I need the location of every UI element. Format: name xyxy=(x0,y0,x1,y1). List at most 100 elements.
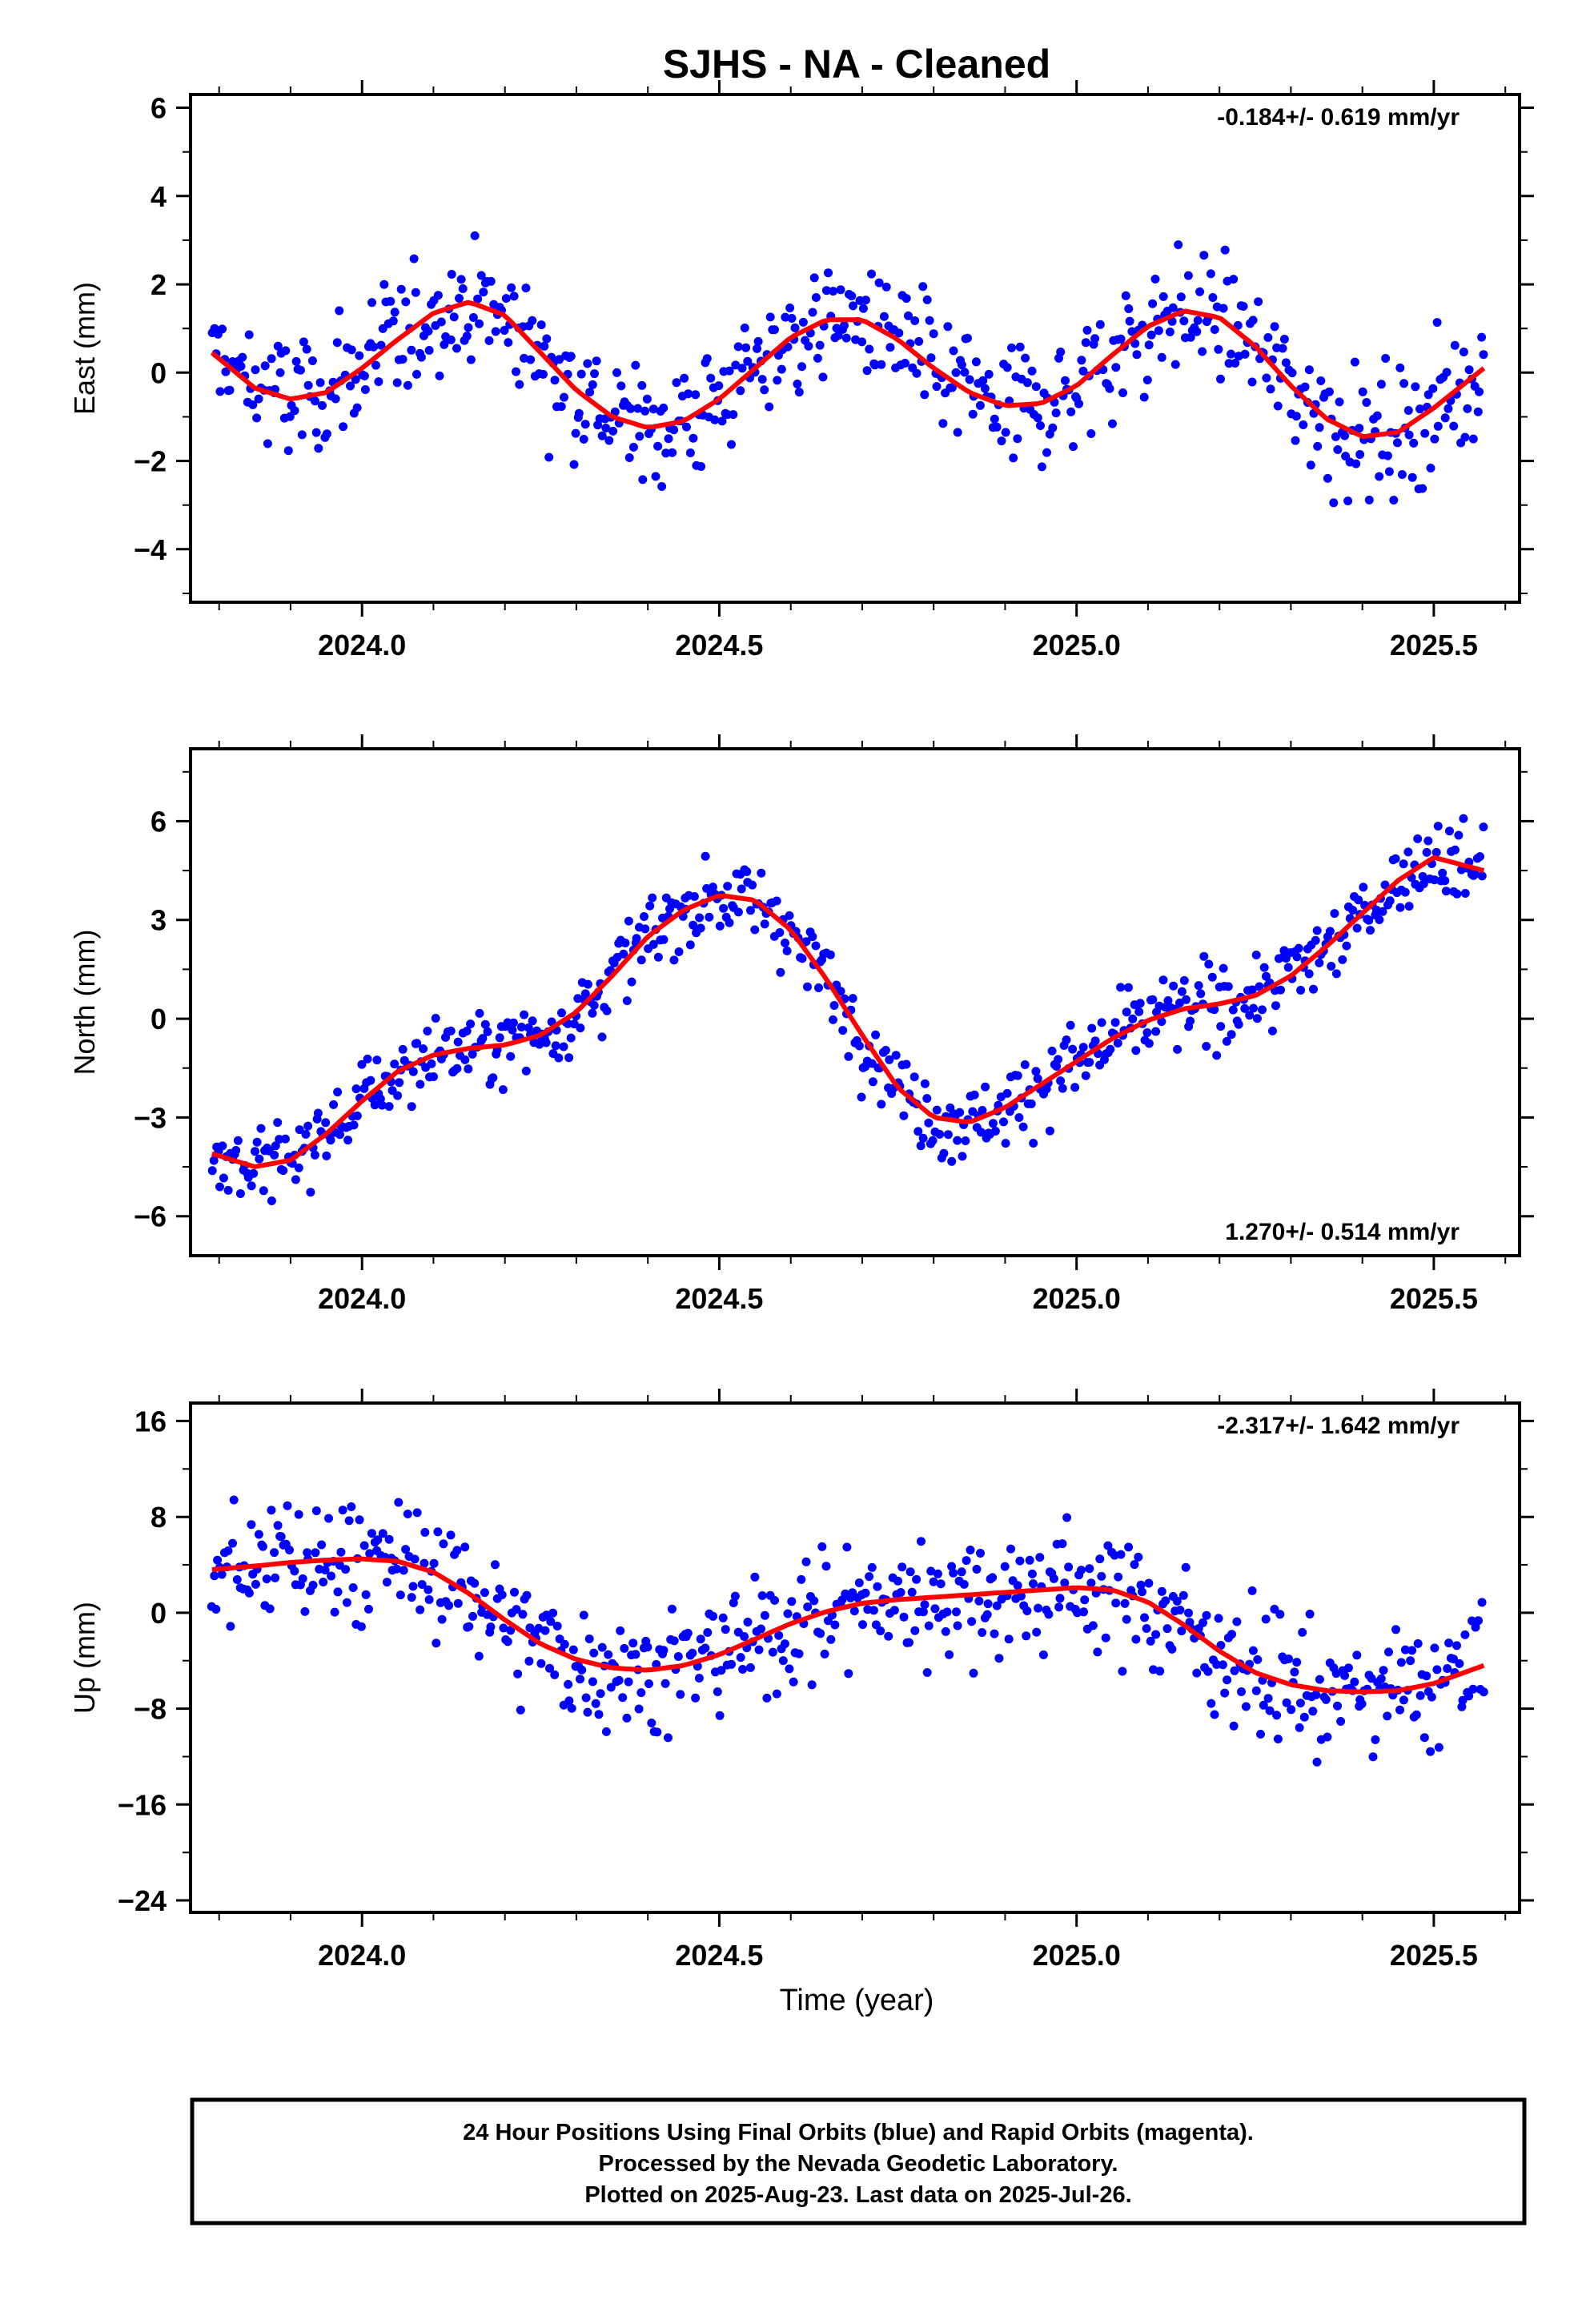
east-data-point xyxy=(347,345,356,355)
east-data-point xyxy=(569,460,579,469)
up-data-point xyxy=(1452,1641,1461,1651)
up-data-point xyxy=(768,1647,777,1657)
east-data-point xyxy=(1144,340,1154,350)
north-data-point xyxy=(363,1054,372,1063)
up-data-point xyxy=(294,1510,303,1519)
up-data-point xyxy=(581,1693,591,1703)
up-data-point xyxy=(1157,1586,1166,1596)
east-points xyxy=(207,231,1488,508)
up-data-point xyxy=(1058,1539,1067,1549)
up-data-point xyxy=(276,1532,286,1542)
footer-line-1: 24 Hour Positions Using Final Orbits (bl… xyxy=(463,2120,1254,2145)
up-data-point xyxy=(941,1626,950,1636)
north-data-point xyxy=(566,1033,576,1043)
up-x-tick-label: 2024.5 xyxy=(675,1939,763,1972)
east-data-point xyxy=(1066,407,1076,416)
up-data-point xyxy=(491,1560,500,1570)
east-data-point xyxy=(1266,384,1275,394)
up-data-point xyxy=(1022,1631,1031,1641)
up-data-point xyxy=(1203,1667,1213,1676)
north-data-point xyxy=(868,1077,877,1087)
up-data-point xyxy=(338,1506,347,1515)
up-data-point xyxy=(348,1583,358,1592)
east-data-point xyxy=(1142,376,1152,384)
up-data-point xyxy=(1077,1566,1086,1575)
east-data-point xyxy=(468,313,478,322)
up-data-point xyxy=(336,1547,346,1557)
east-y-tick-label: 0 xyxy=(151,356,167,389)
up-data-point xyxy=(1399,1695,1408,1705)
east-data-point xyxy=(1270,322,1279,332)
up-data-point xyxy=(1214,1614,1223,1623)
north-data-point xyxy=(857,1092,866,1102)
up-data-point xyxy=(1140,1613,1149,1622)
east-data-point xyxy=(367,298,376,308)
north-data-point xyxy=(772,896,781,906)
footer-frame xyxy=(190,2097,1527,2225)
north-data-point xyxy=(1169,981,1178,991)
north-data-point xyxy=(1186,1016,1195,1026)
east-data-point xyxy=(951,368,961,377)
up-data-point xyxy=(518,1610,528,1619)
east-data-point xyxy=(436,317,446,327)
up-data-point xyxy=(1013,1581,1022,1590)
east-data-point xyxy=(466,355,476,364)
east-data-point xyxy=(1403,406,1413,415)
north-data-point xyxy=(498,1085,508,1095)
east-data-point xyxy=(975,400,985,410)
up-data-point xyxy=(1261,1614,1271,1624)
up-data-point xyxy=(644,1679,653,1688)
east-data-point xyxy=(836,285,845,295)
up-data-point xyxy=(717,1666,726,1675)
north-data-point xyxy=(1173,1044,1182,1054)
up-data-point xyxy=(347,1502,356,1511)
east-data-point xyxy=(283,446,293,456)
east-data-point xyxy=(1464,365,1474,375)
east-data-point xyxy=(1418,484,1427,493)
east-data-point xyxy=(597,431,607,440)
east-data-point xyxy=(1146,330,1156,340)
up-data-point xyxy=(596,1689,605,1699)
north-data-point xyxy=(1354,895,1363,905)
north-data-point xyxy=(506,1051,516,1061)
east-data-point xyxy=(1219,304,1228,313)
east-data-point xyxy=(702,354,712,364)
east-data-point xyxy=(1033,413,1042,423)
north-data-point xyxy=(871,1030,881,1039)
up-data-point xyxy=(787,1597,797,1606)
east-data-point xyxy=(407,345,416,355)
east-x-tick-label: 2024.5 xyxy=(675,629,763,661)
north-data-point xyxy=(1342,941,1351,951)
north-data-point xyxy=(943,1130,953,1140)
up-data-point xyxy=(974,1596,984,1606)
north-data-point xyxy=(1292,952,1302,962)
up-data-point xyxy=(262,1574,271,1584)
east-data-point xyxy=(1199,251,1209,260)
up-data-point xyxy=(373,1535,383,1545)
north-rate-label: 1.270+/- 0.514 mm/yr xyxy=(1225,1219,1460,1245)
up-data-point xyxy=(399,1566,408,1575)
east-data-point xyxy=(626,404,636,413)
up-data-point xyxy=(452,1546,462,1555)
up-data-point xyxy=(317,1540,327,1550)
up-data-point xyxy=(730,1591,740,1601)
up-data-point xyxy=(1395,1705,1404,1715)
north-data-point xyxy=(1438,868,1447,878)
north-y-tick-label: 0 xyxy=(151,1003,167,1035)
east-data-point xyxy=(637,380,647,390)
east-data-point xyxy=(824,268,833,278)
east-data-point xyxy=(1183,271,1193,280)
up-data-point xyxy=(324,1514,333,1523)
east-data-point xyxy=(1383,451,1392,460)
east-data-point xyxy=(1081,338,1090,348)
east-data-point xyxy=(1121,291,1130,300)
up-data-point xyxy=(757,1624,765,1634)
east-data-point xyxy=(1299,420,1308,429)
north-data-point xyxy=(1399,859,1408,869)
north-data-point xyxy=(301,1129,311,1139)
up-data-point xyxy=(444,1601,454,1610)
east-data-point xyxy=(635,432,644,441)
north-data-point xyxy=(653,952,663,962)
up-data-point xyxy=(344,1516,354,1526)
up-data-point xyxy=(420,1528,430,1537)
